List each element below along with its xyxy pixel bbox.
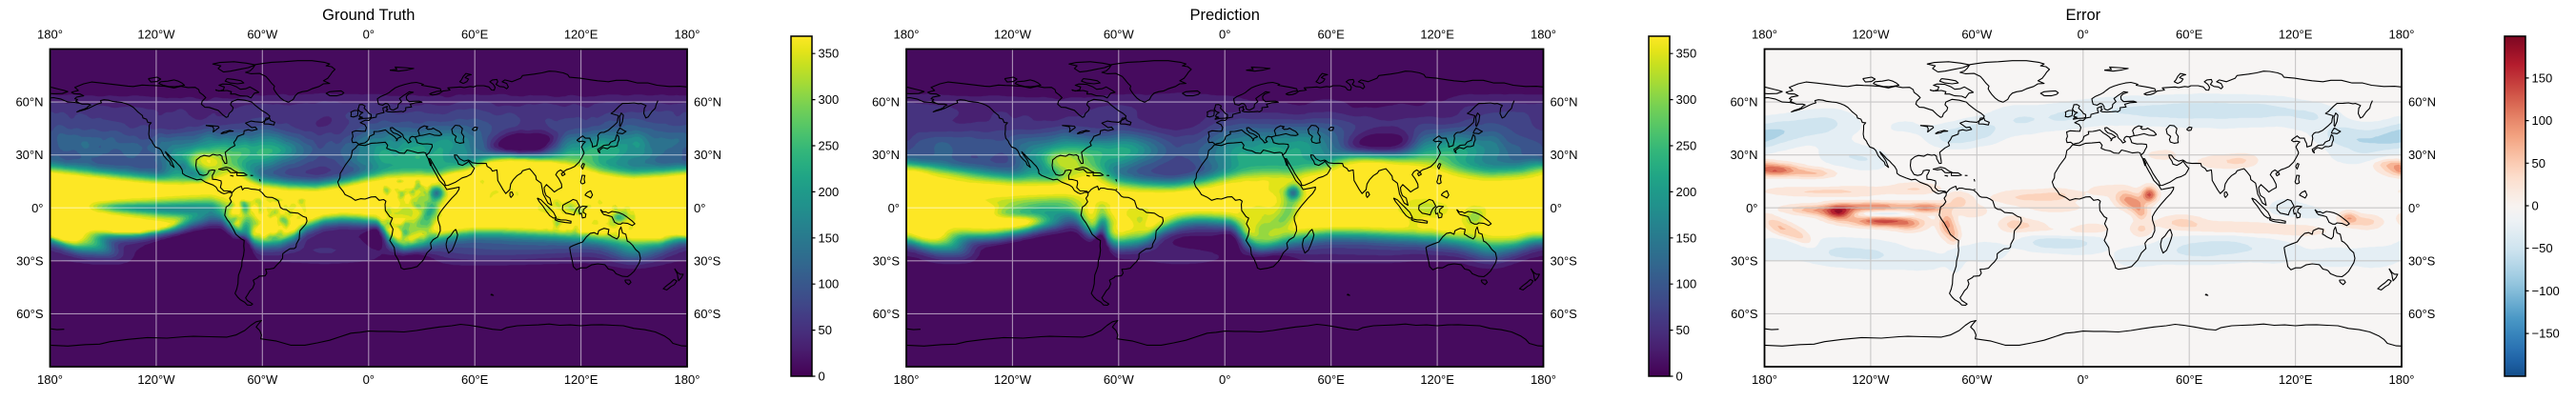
- svg-text:180°: 180°: [2389, 28, 2415, 42]
- svg-text:50: 50: [2532, 156, 2546, 170]
- svg-text:180°: 180°: [1531, 372, 1556, 387]
- svg-text:30°N: 30°N: [1730, 148, 1757, 162]
- svg-text:0: 0: [2532, 199, 2539, 213]
- svg-text:180°: 180°: [675, 28, 700, 42]
- svg-text:120°W: 120°W: [137, 372, 175, 387]
- svg-text:60°W: 60°W: [1961, 372, 1993, 387]
- svg-text:150: 150: [1676, 231, 1697, 245]
- svg-text:30°S: 30°S: [1731, 253, 1758, 268]
- svg-text:120°W: 120°W: [137, 28, 175, 42]
- svg-text:0°: 0°: [363, 28, 375, 42]
- svg-text:0°: 0°: [2408, 201, 2420, 215]
- svg-text:0°: 0°: [31, 201, 43, 215]
- svg-text:100: 100: [1676, 277, 1697, 291]
- svg-text:300: 300: [819, 92, 840, 107]
- svg-text:Ground Truth: Ground Truth: [322, 7, 415, 24]
- svg-text:60°W: 60°W: [247, 28, 278, 42]
- svg-text:60°N: 60°N: [2408, 95, 2436, 110]
- svg-text:60°N: 60°N: [694, 95, 721, 110]
- svg-text:−100: −100: [2532, 284, 2560, 298]
- svg-text:120°W: 120°W: [1852, 28, 1890, 42]
- svg-text:60°W: 60°W: [247, 372, 278, 387]
- svg-text:0°: 0°: [1551, 201, 1562, 215]
- svg-text:0°: 0°: [363, 372, 375, 387]
- svg-text:30°S: 30°S: [16, 253, 44, 268]
- svg-text:30°N: 30°N: [872, 148, 900, 162]
- svg-text:200: 200: [1676, 185, 1697, 199]
- svg-text:30°N: 30°N: [15, 148, 43, 162]
- svg-text:60°E: 60°E: [1318, 372, 1346, 387]
- svg-text:120°W: 120°W: [994, 372, 1032, 387]
- svg-text:180°: 180°: [894, 28, 920, 42]
- svg-text:100: 100: [2532, 113, 2553, 128]
- svg-text:180°: 180°: [1752, 28, 1777, 42]
- svg-text:60°S: 60°S: [1551, 307, 1578, 321]
- svg-text:150: 150: [819, 231, 840, 245]
- svg-text:30°S: 30°S: [2408, 253, 2436, 268]
- svg-text:300: 300: [1676, 92, 1697, 107]
- svg-text:60°N: 60°N: [1730, 95, 1757, 110]
- svg-text:60°E: 60°E: [461, 372, 489, 387]
- svg-text:0: 0: [1676, 370, 1683, 384]
- svg-text:350: 350: [1676, 47, 1697, 61]
- svg-text:120°E: 120°E: [1420, 372, 1454, 387]
- svg-text:Prediction: Prediction: [1190, 7, 1260, 24]
- svg-text:120°E: 120°E: [2279, 28, 2313, 42]
- svg-text:180°: 180°: [675, 372, 700, 387]
- svg-text:0°: 0°: [2078, 28, 2089, 42]
- svg-text:−150: −150: [2532, 327, 2560, 341]
- svg-text:0: 0: [819, 370, 825, 384]
- svg-text:50: 50: [819, 323, 832, 337]
- svg-text:180°: 180°: [1531, 28, 1556, 42]
- svg-text:60°E: 60°E: [2176, 28, 2203, 42]
- svg-text:60°E: 60°E: [1318, 28, 1346, 42]
- svg-text:120°W: 120°W: [994, 28, 1032, 42]
- svg-text:30°S: 30°S: [694, 253, 721, 268]
- svg-text:60°S: 60°S: [694, 307, 721, 321]
- svg-text:60°W: 60°W: [1104, 28, 1135, 42]
- svg-text:180°: 180°: [894, 372, 920, 387]
- svg-text:0°: 0°: [888, 201, 900, 215]
- svg-text:180°: 180°: [2389, 372, 2415, 387]
- svg-text:60°W: 60°W: [1104, 372, 1135, 387]
- svg-text:60°E: 60°E: [461, 28, 489, 42]
- svg-text:30°N: 30°N: [694, 148, 721, 162]
- svg-text:250: 250: [819, 139, 840, 153]
- svg-text:60°N: 60°N: [1551, 95, 1578, 110]
- svg-text:60°W: 60°W: [1961, 28, 1993, 42]
- svg-text:120°E: 120°E: [1420, 28, 1454, 42]
- svg-text:100: 100: [819, 277, 840, 291]
- svg-text:180°: 180°: [1752, 372, 1777, 387]
- svg-text:0°: 0°: [1219, 372, 1230, 387]
- svg-text:120°W: 120°W: [1852, 372, 1890, 387]
- svg-text:200: 200: [819, 185, 840, 199]
- svg-text:30°S: 30°S: [873, 253, 901, 268]
- svg-text:120°E: 120°E: [2279, 372, 2313, 387]
- svg-text:60°S: 60°S: [873, 307, 901, 321]
- svg-text:120°E: 120°E: [564, 372, 598, 387]
- svg-text:350: 350: [819, 47, 840, 61]
- svg-text:60°S: 60°S: [16, 307, 44, 321]
- svg-text:−50: −50: [2532, 241, 2553, 255]
- svg-text:0°: 0°: [1746, 201, 1757, 215]
- svg-text:60°N: 60°N: [15, 95, 43, 110]
- svg-text:50: 50: [1676, 323, 1690, 337]
- svg-text:0°: 0°: [2078, 372, 2089, 387]
- svg-text:Error: Error: [2065, 7, 2100, 24]
- svg-text:180°: 180°: [37, 372, 63, 387]
- svg-text:30°S: 30°S: [1551, 253, 1578, 268]
- svg-text:0°: 0°: [694, 201, 705, 215]
- svg-text:150: 150: [2532, 70, 2553, 85]
- svg-text:60°S: 60°S: [2408, 307, 2436, 321]
- svg-text:60°S: 60°S: [1731, 307, 1758, 321]
- svg-text:120°E: 120°E: [564, 28, 598, 42]
- svg-text:0°: 0°: [1219, 28, 1230, 42]
- svg-text:180°: 180°: [37, 28, 63, 42]
- svg-text:30°N: 30°N: [1551, 148, 1578, 162]
- svg-text:60°E: 60°E: [2176, 372, 2203, 387]
- svg-text:60°N: 60°N: [872, 95, 900, 110]
- svg-text:250: 250: [1676, 139, 1697, 153]
- svg-text:30°N: 30°N: [2408, 148, 2436, 162]
